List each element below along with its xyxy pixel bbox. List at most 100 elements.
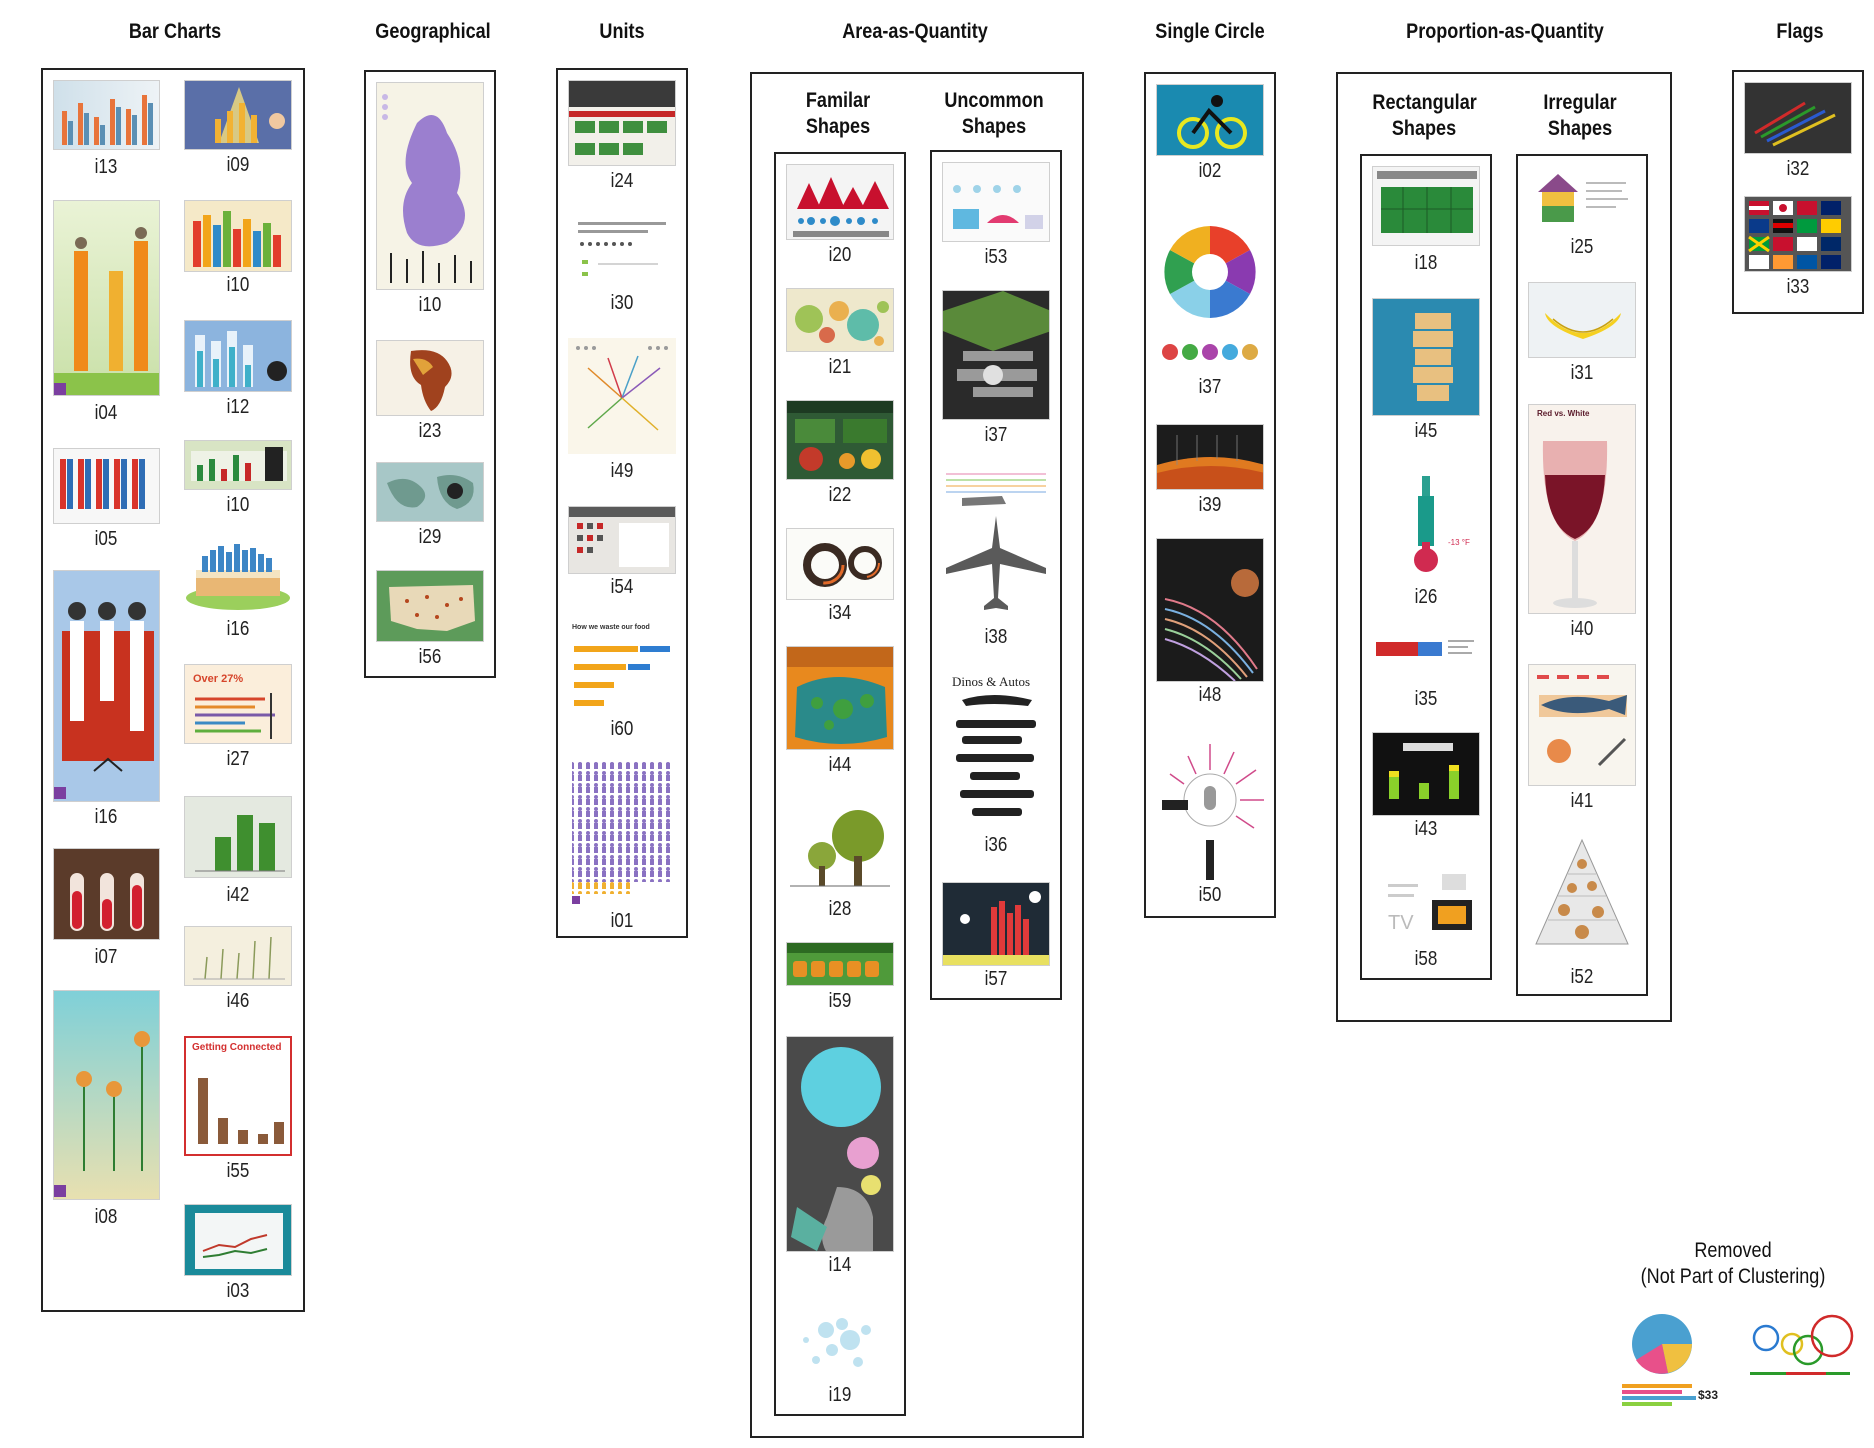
thumbnail-i04[interactable] xyxy=(53,200,160,396)
thumbnail-label-i39: i39 xyxy=(1198,494,1222,516)
i58-tv-label: TV xyxy=(1388,912,1414,934)
thumbnail-label-i52: i52 xyxy=(1570,966,1594,988)
thumbnail-i12[interactable] xyxy=(184,320,292,392)
thumbnail-label-i29: i29 xyxy=(418,526,442,548)
thumbnail-label-i42: i42 xyxy=(226,884,250,906)
i26-temperature: -13 °F xyxy=(1448,538,1470,547)
thumbnail-removed-1[interactable]: $33 xyxy=(1618,1310,1726,1418)
thumbnail-i08[interactable] xyxy=(53,990,160,1200)
thumbnail-label-i05: i05 xyxy=(94,528,118,550)
thumbnail-label-i46: i46 xyxy=(226,990,250,1012)
thumbnail-i57[interactable] xyxy=(942,882,1050,966)
subtitle-irregular-shapes: Irregular Shapes xyxy=(1543,91,1617,140)
thumbnail-i49[interactable] xyxy=(568,338,676,454)
thumbnail-i56[interactable] xyxy=(376,570,484,642)
thumbnail-removed-2[interactable] xyxy=(1746,1310,1854,1386)
thumbnail-label-i16-right: i16 xyxy=(226,618,250,640)
thumbnail-i31[interactable] xyxy=(1528,282,1636,358)
thumbnail-i19[interactable] xyxy=(786,1300,894,1386)
thumbnail-i16-left[interactable] xyxy=(53,570,160,802)
thumbnail-i03[interactable] xyxy=(184,1204,292,1276)
thumbnail-i30[interactable] xyxy=(568,212,676,292)
thumbnail-label-i35: i35 xyxy=(1414,688,1438,710)
thumbnail-label-i31: i31 xyxy=(1570,362,1594,384)
thumbnail-i10-bar[interactable] xyxy=(184,200,292,272)
thumbnail-i52[interactable] xyxy=(1528,834,1636,960)
section-title-area-as-quantity: Area-as-Quantity xyxy=(842,20,988,43)
thumbnail-i10-geo[interactable] xyxy=(376,82,484,290)
thumbnail-i01[interactable] xyxy=(568,758,676,908)
thumbnail-i28[interactable] xyxy=(786,800,894,896)
thumbnail-i40[interactable]: Red vs. White xyxy=(1528,404,1636,614)
thumbnail-i27[interactable]: Over 27% xyxy=(184,664,292,744)
thumbnail-i22[interactable] xyxy=(786,400,894,480)
thumbnail-i35[interactable] xyxy=(1372,630,1480,674)
thumbnail-i13[interactable] xyxy=(53,80,160,150)
subtitle-uncommon-shapes: Uncommon Shapes xyxy=(944,89,1044,138)
thumbnail-i38[interactable] xyxy=(942,468,1050,622)
thumbnail-label-i36: i36 xyxy=(984,834,1008,856)
thumbnail-label-i44: i44 xyxy=(828,754,852,776)
thumbnail-label-i30: i30 xyxy=(610,292,634,314)
thumbnail-i10-bar-2[interactable] xyxy=(184,440,292,490)
i60-header: How we waste our food xyxy=(572,624,650,631)
thumbnail-i36[interactable]: Dinos & Autos xyxy=(942,672,1050,830)
thumbnail-i45[interactable] xyxy=(1372,298,1480,416)
thumbnail-label-i38: i38 xyxy=(984,626,1008,648)
thumbnail-i48[interactable] xyxy=(1156,538,1264,682)
thumbnail-label-i48: i48 xyxy=(1198,684,1222,706)
thumbnail-i39[interactable] xyxy=(1156,424,1264,490)
thumbnail-label-i26: i26 xyxy=(1414,586,1438,608)
thumbnail-i50[interactable] xyxy=(1156,730,1264,886)
thumbnail-label-i33: i33 xyxy=(1786,276,1810,298)
thumbnail-i05[interactable] xyxy=(53,448,160,524)
thumbnail-i54[interactable] xyxy=(568,506,676,574)
thumbnail-i59[interactable] xyxy=(786,942,894,986)
thumbnail-label-i25: i25 xyxy=(1570,236,1594,258)
thumbnail-i09[interactable] xyxy=(184,80,292,150)
thumbnail-i34[interactable] xyxy=(786,528,894,600)
thumbnail-i46[interactable] xyxy=(184,926,292,986)
thumbnail-label-i03: i03 xyxy=(226,1280,250,1302)
i27-headline: Over 27% xyxy=(193,673,244,685)
thumbnail-label-i20: i20 xyxy=(828,244,852,266)
thumbnail-i37-uncommon[interactable] xyxy=(942,290,1050,420)
thumbnail-i55[interactable]: Getting Connected xyxy=(184,1036,292,1156)
thumbnail-i43[interactable] xyxy=(1372,732,1480,816)
thumbnail-i58[interactable]: TV xyxy=(1372,864,1480,952)
thumbnail-i07[interactable] xyxy=(53,848,160,940)
thumbnail-label-i21: i21 xyxy=(828,356,852,378)
thumbnail-i42[interactable] xyxy=(184,796,292,878)
thumbnail-i02[interactable] xyxy=(1156,84,1264,156)
thumbnail-i41[interactable] xyxy=(1528,664,1636,786)
thumbnail-i53[interactable] xyxy=(942,162,1050,242)
thumbnail-i18[interactable] xyxy=(1372,166,1480,246)
thumbnail-i20[interactable] xyxy=(786,164,894,240)
thumbnail-i21[interactable] xyxy=(786,288,894,352)
thumbnail-label-i40: i40 xyxy=(1570,618,1594,640)
thumbnail-i37-circle[interactable] xyxy=(1156,208,1264,368)
removed-amount: $33 xyxy=(1698,1388,1719,1402)
thumbnail-i26[interactable]: -13 °F xyxy=(1372,466,1480,582)
thumbnail-i14[interactable] xyxy=(786,1036,894,1252)
subtitle-rectangular-shapes: Rectangular Shapes xyxy=(1372,91,1477,140)
thumbnail-label-i55: i55 xyxy=(226,1160,250,1182)
thumbnail-i16-right[interactable] xyxy=(184,540,292,616)
thumbnail-i24[interactable] xyxy=(568,80,676,166)
thumbnail-i33[interactable] xyxy=(1744,196,1852,272)
i40-header: Red vs. White xyxy=(1537,409,1590,418)
thumbnail-i25[interactable] xyxy=(1528,166,1636,232)
thumbnail-label-i02: i02 xyxy=(1198,160,1222,182)
subtitle-familiar-shapes: Familar Shapes xyxy=(805,89,871,138)
thumbnail-label-i09: i09 xyxy=(226,154,250,176)
thumbnail-label-i01: i01 xyxy=(610,910,634,932)
section-title-bar-charts: Bar Charts xyxy=(128,20,222,43)
thumbnail-label-i27: i27 xyxy=(226,748,250,770)
thumbnail-i32[interactable] xyxy=(1744,82,1852,154)
thumbnail-i44[interactable] xyxy=(786,646,894,750)
thumbnail-label-i22: i22 xyxy=(828,484,852,506)
thumbnail-i60[interactable]: How we waste our food xyxy=(568,622,676,714)
thumbnail-i23[interactable] xyxy=(376,340,484,416)
thumbnail-i29[interactable] xyxy=(376,462,484,522)
thumbnail-label-i10-bar: i10 xyxy=(226,274,250,296)
